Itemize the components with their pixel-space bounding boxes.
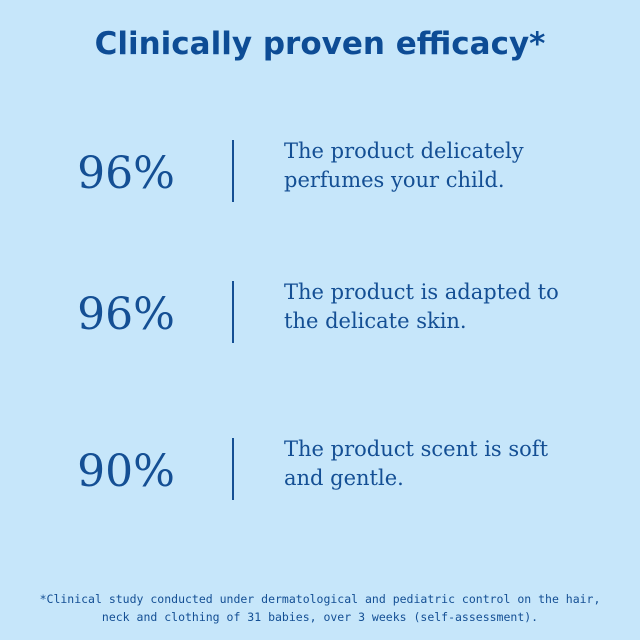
- description-line: and gentle.: [284, 466, 404, 490]
- footnote-line: *Clinical study conducted under dermatol…: [39, 592, 601, 606]
- footnote: *Clinical study conducted under dermatol…: [0, 590, 640, 626]
- stat-row: 90% The product scent is soft and gentle.: [0, 435, 640, 508]
- footnote-line: neck and clothing of 31 babies, over 3 w…: [101, 610, 539, 624]
- divider: [232, 281, 234, 343]
- description-line: The product delicately: [284, 139, 524, 163]
- stat-value: 96%: [77, 289, 175, 340]
- stat-row: 96% The product is adapted to the delicate…: [0, 278, 640, 351]
- divider: [232, 140, 234, 202]
- description-line: perfumes your child.: [284, 168, 505, 192]
- stat-description: The product scent is soft and gentle.: [284, 435, 548, 493]
- description-line: The product is adapted to: [284, 280, 559, 304]
- stat-value: 96%: [77, 148, 175, 199]
- stat-row: 96% The product delicately perfumes your c…: [0, 137, 640, 210]
- divider: [232, 438, 234, 500]
- stat-value: 90%: [77, 446, 175, 497]
- stat-description: The product delicately perfumes your chil…: [284, 137, 524, 195]
- description-line: The product scent is soft: [284, 437, 549, 461]
- stat-description: The product is adapted to the delicate sk…: [284, 278, 559, 336]
- description-line: the delicate skin.: [284, 309, 467, 333]
- title: Clinically proven efficacy*: [94, 26, 546, 62]
